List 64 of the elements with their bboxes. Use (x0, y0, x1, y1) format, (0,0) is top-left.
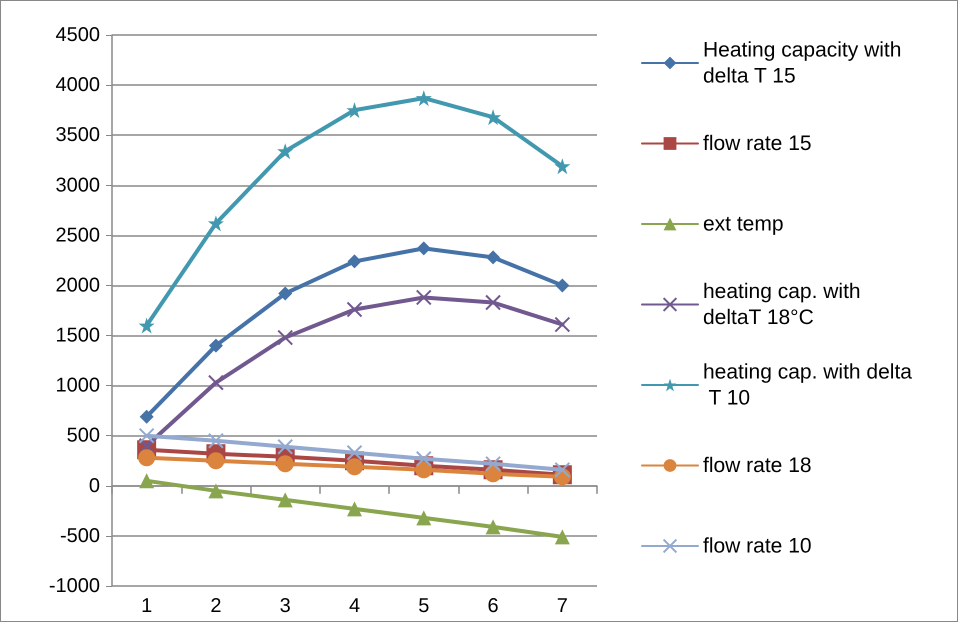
y-tick-label: 2000 (56, 274, 100, 296)
x-tick-label: 1 (141, 595, 152, 617)
y-tick-label: 4500 (56, 24, 100, 46)
point (416, 90, 432, 106)
point (346, 458, 363, 476)
point (416, 510, 432, 526)
x-tick-label: 6 (488, 595, 499, 617)
y-tick-label: 3000 (56, 174, 100, 196)
point (208, 483, 224, 498)
point (416, 289, 432, 306)
point (277, 143, 294, 160)
point (416, 241, 431, 256)
point (276, 455, 294, 472)
point (555, 278, 570, 292)
point (554, 158, 570, 174)
x-tick-label: 4 (348, 595, 360, 617)
x-tick-label: 5 (418, 595, 430, 617)
point (138, 438, 155, 454)
legend-label: flow rate 18 (703, 454, 812, 477)
y-tick-label: -500 (60, 524, 100, 547)
point (138, 428, 155, 444)
point (416, 450, 432, 467)
y-tick-label: 1500 (56, 324, 100, 347)
point (486, 519, 501, 534)
point (486, 250, 500, 264)
point (277, 438, 294, 455)
point (208, 338, 223, 353)
point (140, 410, 154, 424)
point (485, 294, 502, 310)
y-tick-label: 2500 (56, 224, 100, 246)
point (415, 461, 432, 478)
y-tick-label: 4000 (56, 74, 100, 96)
y-tick-label: 500 (66, 424, 100, 447)
y-tick-label: 3500 (56, 124, 100, 146)
point (554, 462, 570, 478)
point (348, 254, 362, 268)
point (554, 529, 570, 544)
point (278, 286, 292, 300)
point (346, 302, 362, 318)
legend-label: heating cap. with deltaT 18°C (703, 280, 866, 329)
legend-label: heating cap. with delta T 10 (703, 360, 912, 410)
x-tick-label: 2 (210, 595, 222, 617)
point (139, 473, 154, 488)
point (346, 444, 362, 461)
point (208, 374, 224, 391)
x-tick-label: 3 (280, 595, 291, 617)
point (207, 452, 224, 470)
point (138, 318, 155, 334)
legend-label: ext temp (703, 212, 784, 236)
point (278, 492, 293, 508)
y-tick-label: 0 (88, 474, 100, 497)
point (208, 215, 224, 232)
y-tick-label: -1000 (48, 575, 100, 597)
legend-label: flow rate 10 (703, 534, 812, 558)
y-tick-label: 1000 (56, 374, 100, 397)
point (485, 456, 502, 472)
legend-label: flow rate 15 (703, 132, 812, 155)
point (554, 316, 570, 333)
point (138, 449, 156, 466)
point (208, 432, 224, 449)
point (347, 501, 362, 516)
point (277, 330, 294, 346)
x-tick-label: 7 (556, 595, 568, 617)
legend-label: Heating capacity with delta T 15 (703, 38, 908, 88)
